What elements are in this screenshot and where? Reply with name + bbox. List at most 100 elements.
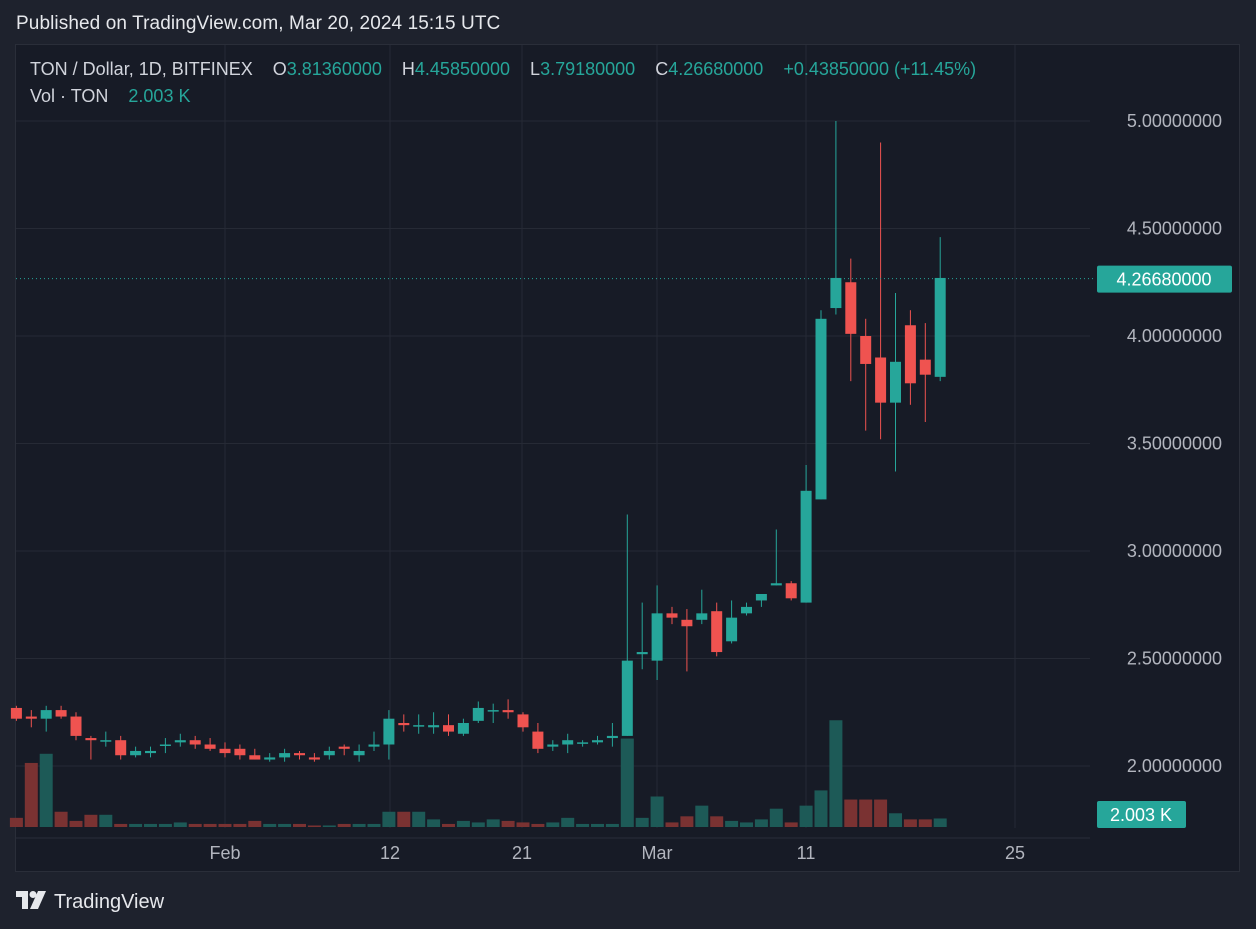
last-volume-badge [1097,801,1186,828]
candle-body [279,753,291,758]
volume-bar [456,820,470,827]
volume-bar [442,823,455,827]
x-tick-label: 11 [797,843,816,863]
volume-bar [427,819,441,827]
volume-bar [874,799,888,827]
close-value: 4.26680000 [668,59,764,79]
volume-bar [69,820,83,827]
candle-body [85,738,97,741]
volume-bar [367,823,381,827]
candle-body [264,757,276,760]
open-label: O [272,59,287,79]
volume-bar [933,818,947,827]
volume-bar [218,823,232,827]
candle-body [606,735,618,739]
volume-bar [665,822,679,827]
volume-bar [307,825,321,827]
candle-body [413,725,425,727]
candle-body [532,731,544,749]
volume-bar [829,720,843,827]
change-value: +0.43850000 (+11.45%) [783,59,977,79]
volume-bar [173,822,187,827]
candle-body [592,740,603,743]
candle-body [875,357,887,403]
candle-body [800,490,812,603]
candle-body [25,716,37,719]
candle-body [294,753,305,756]
published-header: Published on TradingView.com, Mar 20, 20… [16,13,501,34]
candle-body [159,744,171,746]
volume-bar [605,823,619,827]
volume-bar [99,814,113,827]
volume-bar [158,823,172,827]
volume-bar [114,823,128,827]
volume-bar [576,823,590,827]
volume-bar [546,822,560,827]
candle-body [55,710,67,717]
candle-body [428,725,440,728]
volume-bar [620,738,634,827]
candle-body [502,710,514,713]
volume-bar [39,753,53,827]
open-value: 3.81360000 [286,59,382,79]
symbol-label[interactable]: TON / Dollar, 1D, BITFINEX [30,59,253,79]
candle-body [845,282,857,334]
candle-body [189,740,201,745]
volume-bar [233,823,247,827]
volume-bar [710,816,724,827]
tradingview-logo-icon[interactable] [16,890,46,914]
volume-bar [695,805,709,827]
x-tick-label: Mar [642,843,673,863]
candle-body [636,652,648,655]
candle-body [681,619,693,627]
volume-bar [337,823,351,827]
candle-body [323,750,335,756]
y-tick-label: 3.00000000 [1127,541,1222,561]
candle-body [741,606,752,614]
candle-body [398,723,410,726]
candle-body [100,740,112,742]
volume-bar [486,819,500,827]
candle-body [860,336,872,364]
y-tick-label: 3.50000000 [1127,434,1222,454]
y-tick-label: 2.00000000 [1127,756,1222,776]
volume-bar [769,808,783,827]
candle-body [487,710,499,712]
candle-body [770,583,782,586]
candle-body [308,757,320,760]
close-label: C [655,59,669,79]
y-tick-label: 4.00000000 [1127,326,1222,346]
x-tick-label: Feb [209,843,240,863]
candle-body [621,660,633,736]
y-tick-label: 4.50000000 [1127,219,1222,239]
volume-bar [144,823,157,827]
volume-value: 2.003 K [128,86,191,106]
footer: TradingView [16,888,164,916]
candle-body [338,746,350,749]
tradingview-brand[interactable]: TradingView [54,890,165,913]
volume-bar [561,817,575,827]
volume-bar [397,811,411,827]
volume-bar [740,822,753,827]
x-tick-label: 12 [380,843,400,863]
volume-bar [382,811,396,827]
low-label: L [530,59,541,79]
volume-bar [635,817,649,827]
volume-bar [278,823,292,827]
volume-bar [754,819,768,827]
volume-bar [844,799,858,827]
volume-label[interactable]: Vol · TON [30,86,109,106]
candle-body [904,325,916,384]
candle-body [726,617,738,642]
volume-bar [516,822,530,827]
volume-bar [531,823,545,827]
candle-body [234,748,246,756]
candle-body [130,750,142,756]
volume-bar [889,813,902,827]
candle-body [755,594,767,601]
candle-body [353,750,365,756]
candle-body [115,740,127,756]
candle-body [666,613,678,618]
volume-bar [129,823,143,827]
